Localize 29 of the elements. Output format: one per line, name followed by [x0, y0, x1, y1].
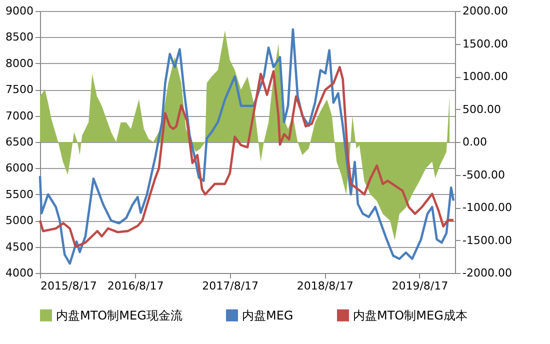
legend-label: 内盘MEG — [242, 308, 294, 322]
y2-tick-label: -500.00 — [462, 168, 505, 182]
y-tick-label: 8000 — [6, 56, 34, 70]
y2-tick-label: -2000.00 — [462, 266, 512, 280]
y2-tick-label: 0.00 — [462, 136, 487, 148]
y-tick-label: 6500 — [6, 136, 34, 148]
legend-label: 内盘MTO制MEG成本 — [353, 308, 468, 322]
y2-tick-label: -1500.00 — [462, 234, 512, 247]
y2-tick-label: 500.00 — [462, 102, 501, 116]
y-tick-label: 7500 — [6, 83, 34, 96]
y-tick-label: 6000 — [6, 162, 34, 175]
y-tick-label: 9000 — [6, 4, 34, 18]
y-tick-label: 5500 — [6, 188, 34, 201]
y2-tick-label: 1000.00 — [462, 70, 508, 83]
y-tick-label: 7000 — [6, 109, 34, 122]
y-tick-label: 5000 — [6, 214, 34, 228]
line-series — [38, 66, 455, 248]
y2-tick-label: 2000.00 — [462, 4, 508, 18]
y-tick-label: 4000 — [6, 266, 34, 280]
y2-tick-label: -1000.00 — [462, 201, 512, 214]
x-tick-label: 2016/8/17 — [107, 280, 164, 292]
y2-tick-label: 1500.00 — [462, 37, 508, 50]
legend-label: 内盘MTO制MEG现金流 — [56, 308, 182, 322]
x-tick-label: 2018/8/17 — [296, 280, 354, 292]
y-tick-label: 4500 — [6, 240, 34, 254]
x-tick-label: 2015/8/17 — [40, 280, 97, 292]
x-tick-label: 2017/8/17 — [202, 280, 259, 292]
x-tick-label: 2019/8/17 — [392, 280, 448, 292]
y-tick-label: 8500 — [6, 30, 34, 44]
